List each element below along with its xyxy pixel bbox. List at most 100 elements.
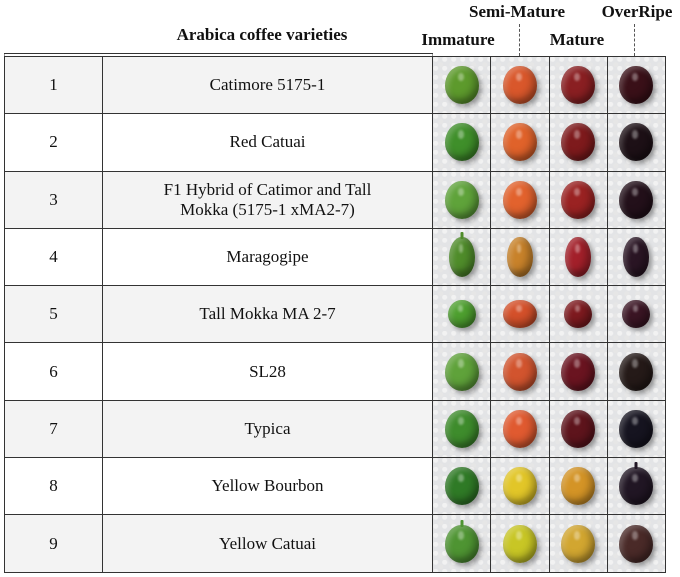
table-row: 2 Red Catuai (5, 114, 432, 172)
divider-semi-mature (519, 24, 520, 56)
cherry-photo-overripe (607, 228, 666, 287)
cherry-photo-semi-mature (491, 57, 550, 115)
cherry-photo-mature (549, 343, 608, 401)
cherry-photo-immature (433, 228, 492, 287)
row-number: 9 (5, 515, 103, 572)
cherry-photo-overripe (607, 286, 666, 344)
image-row (433, 458, 666, 516)
table-row: 6 SL28 (5, 343, 432, 401)
row-number: 5 (5, 286, 103, 343)
cherry-photo-immature (433, 171, 492, 229)
cherry-photo-immature (433, 343, 492, 401)
coffee-cherry-icon (619, 66, 654, 105)
cherry-photo-mature (549, 114, 608, 172)
cherry-photo-overripe (607, 171, 666, 229)
coffee-cherry-icon (619, 524, 654, 563)
row-number: 3 (5, 171, 103, 228)
row-number: 2 (5, 114, 103, 171)
coffee-cherry-icon (564, 300, 593, 329)
cherry-photo-mature (549, 171, 608, 229)
variety-name: Catimore 5175-1 (209, 75, 326, 95)
cherry-photo-mature (549, 57, 608, 115)
row-number: 6 (5, 343, 103, 400)
coffee-cherry-icon (502, 66, 537, 105)
variety-name: Yellow Bourbon (211, 476, 324, 496)
cherry-photo-semi-mature (491, 171, 550, 229)
cherry-photo-immature (433, 400, 492, 459)
coffee-cherry-icon (561, 467, 596, 506)
table-row: 4 Maragogipe (5, 228, 432, 287)
image-row (433, 515, 666, 573)
cherry-photo-semi-mature (491, 343, 550, 401)
image-row (433, 400, 666, 459)
coffee-cherry-icon (565, 237, 592, 278)
coffee-cherry-icon (619, 352, 654, 391)
header-immature: Immature (421, 30, 495, 49)
coffee-cherry-icon (444, 519, 479, 563)
stem-icon (460, 232, 464, 240)
cherry-photo-immature (433, 114, 492, 172)
table-row: 8 Yellow Bourbon (5, 458, 432, 516)
table-row: 3 F1 Hybrid of Catimor and Tall Mokka (51… (5, 171, 432, 229)
coffee-cherry-icon (561, 180, 596, 219)
row-number: 7 (5, 400, 103, 458)
coffee-cherry-icon (444, 409, 479, 448)
header-varieties: Arabica coffee varieties (176, 25, 348, 44)
coffee-cherry-icon (622, 300, 651, 329)
ripeness-image-grid (432, 56, 666, 573)
table-row: 5 Tall Mokka MA 2-7 (5, 286, 432, 344)
variety-name: Red Catuai (229, 132, 306, 152)
variety-name: Typica (244, 418, 291, 438)
coffee-cherry-icon (561, 409, 596, 448)
variety-name: Maragogipe (226, 247, 309, 267)
cherry-photo-mature (549, 228, 608, 287)
stem-icon (634, 462, 638, 470)
coffee-cherry-icon (502, 352, 537, 391)
header-mature: Mature (549, 30, 605, 49)
coffee-cherry-icon (561, 66, 596, 105)
coffee-cherry-icon (561, 123, 596, 162)
image-row (433, 343, 666, 401)
row-number: 8 (5, 458, 103, 515)
cherry-photo-semi-mature (491, 228, 550, 287)
coffee-cherry-icon (623, 237, 650, 278)
cherry-photo-semi-mature (491, 286, 550, 344)
varieties-table: 1 Catimore 5175-1 2 Red Catuai 3 F1 Hybrid of… (4, 53, 433, 573)
cherry-photo-semi-mature (491, 114, 550, 172)
image-row (433, 114, 666, 172)
coffee-cherry-icon (502, 123, 537, 162)
cherry-photo-overripe (607, 114, 666, 172)
image-row (433, 228, 666, 287)
table-row: 9 Yellow Catuai (5, 515, 432, 573)
coffee-cherry-icon (502, 409, 537, 448)
cherry-photo-immature (433, 458, 492, 516)
coffee-cherry-icon (619, 180, 654, 219)
divider-overripe (634, 24, 635, 56)
image-row (433, 57, 666, 115)
cherry-photo-mature (549, 458, 608, 516)
coffee-cherry-icon (502, 524, 537, 563)
coffee-cherry-icon (447, 300, 476, 329)
cherry-photo-immature (433, 515, 492, 573)
coffee-cherry-icon (502, 467, 537, 506)
coffee-cherry-icon (561, 524, 596, 563)
coffee-cherry-icon (444, 352, 479, 391)
cherry-photo-semi-mature (491, 458, 550, 516)
variety-name: F1 Hybrid of Catimor and Tall Mokka (517… (163, 179, 372, 219)
cherry-photo-overripe (607, 458, 666, 516)
table-row: 7 Typica (5, 400, 432, 459)
image-row (433, 171, 666, 229)
coffee-cherry-icon (502, 300, 537, 329)
cherry-photo-immature (433, 57, 492, 115)
row-number: 1 (5, 57, 103, 114)
coffee-cherry-icon (448, 232, 475, 278)
cherry-photo-immature (433, 286, 492, 344)
cherry-photo-semi-mature (491, 400, 550, 459)
coffee-cherry-icon (619, 462, 654, 506)
header-semi-mature: Semi-Mature (469, 2, 565, 21)
cherry-photo-semi-mature (491, 515, 550, 573)
cherry-photo-mature (549, 515, 608, 573)
variety-name: SL28 (249, 361, 286, 381)
coffee-cherry-icon (561, 352, 596, 391)
coffee-cherry-icon (506, 237, 533, 278)
